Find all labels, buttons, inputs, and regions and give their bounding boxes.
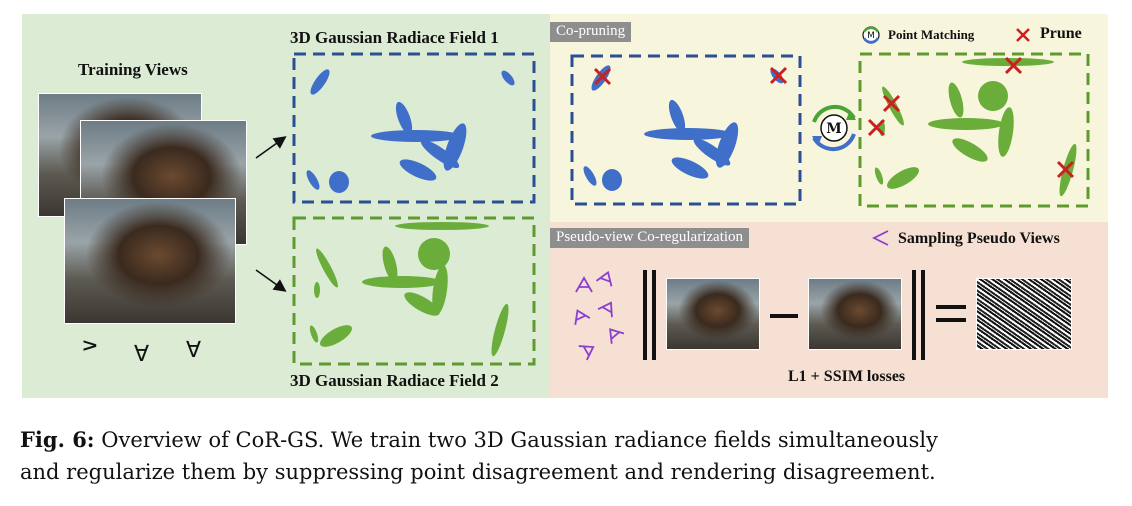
pseudo-view-label: Pseudo-view Co-regularization xyxy=(550,228,750,248)
camera-eye-icon: ∀ xyxy=(134,342,150,367)
norm-bar-right-1 xyxy=(912,270,916,360)
norm-bar-left-1 xyxy=(643,270,647,360)
point-matching-icon: M xyxy=(862,26,880,44)
equals-sign-bottom xyxy=(936,318,966,322)
pseudo-view-icon xyxy=(871,230,889,246)
svg-text:M: M xyxy=(867,31,875,41)
training-views-title: Training Views xyxy=(78,60,188,79)
camera-eye-icon: ∧ xyxy=(77,337,103,354)
sampled-pseudo-views xyxy=(574,270,625,361)
co-pruning-green-field xyxy=(858,52,1090,208)
rendered-view-field2 xyxy=(808,278,902,350)
figure-label: Fig. 6: xyxy=(20,427,95,452)
match-symbol: M xyxy=(826,121,842,137)
norm-bar-left-2 xyxy=(652,270,656,360)
field1-gaussians xyxy=(292,52,536,204)
co-pruning-label: Co-pruning xyxy=(550,22,632,42)
field2-title: 3D Gaussian Radiace Field 2 xyxy=(290,371,499,390)
figure-caption: Fig. 6: Overview of CoR-GS. We train two… xyxy=(20,424,1120,488)
losses-label: L1 + SSIM losses xyxy=(788,368,906,385)
minus-sign xyxy=(770,314,798,318)
field2-gaussians xyxy=(292,216,536,366)
norm-bar-right-2 xyxy=(921,270,925,360)
point-matching-cycle-icon: M xyxy=(812,104,856,152)
training-view-photo-3 xyxy=(64,198,236,324)
field1-title: 3D Gaussian Radiace Field 1 xyxy=(290,28,499,47)
caption-line-2: and regularize them by suppressing point… xyxy=(20,460,936,484)
sampling-label: Sampling Pseudo Views xyxy=(898,230,1060,247)
co-pruning-blue-field xyxy=(570,54,802,206)
rendered-view-field1 xyxy=(666,278,760,350)
camera-eye-icon: ∀ xyxy=(186,338,202,363)
point-matching-label: Point Matching xyxy=(888,27,975,42)
caption-line-1: Fig. 6: Overview of CoR-GS. We train two… xyxy=(20,424,1120,456)
prune-x-icon xyxy=(1016,28,1030,42)
equals-sign-top xyxy=(936,305,966,309)
disagreement-map xyxy=(976,278,1072,350)
view-to-field-arrows xyxy=(255,136,287,292)
caption-text-1: Overview of CoR-GS. We train two 3D Gaus… xyxy=(101,428,938,452)
prune-label: Prune xyxy=(1040,25,1082,42)
